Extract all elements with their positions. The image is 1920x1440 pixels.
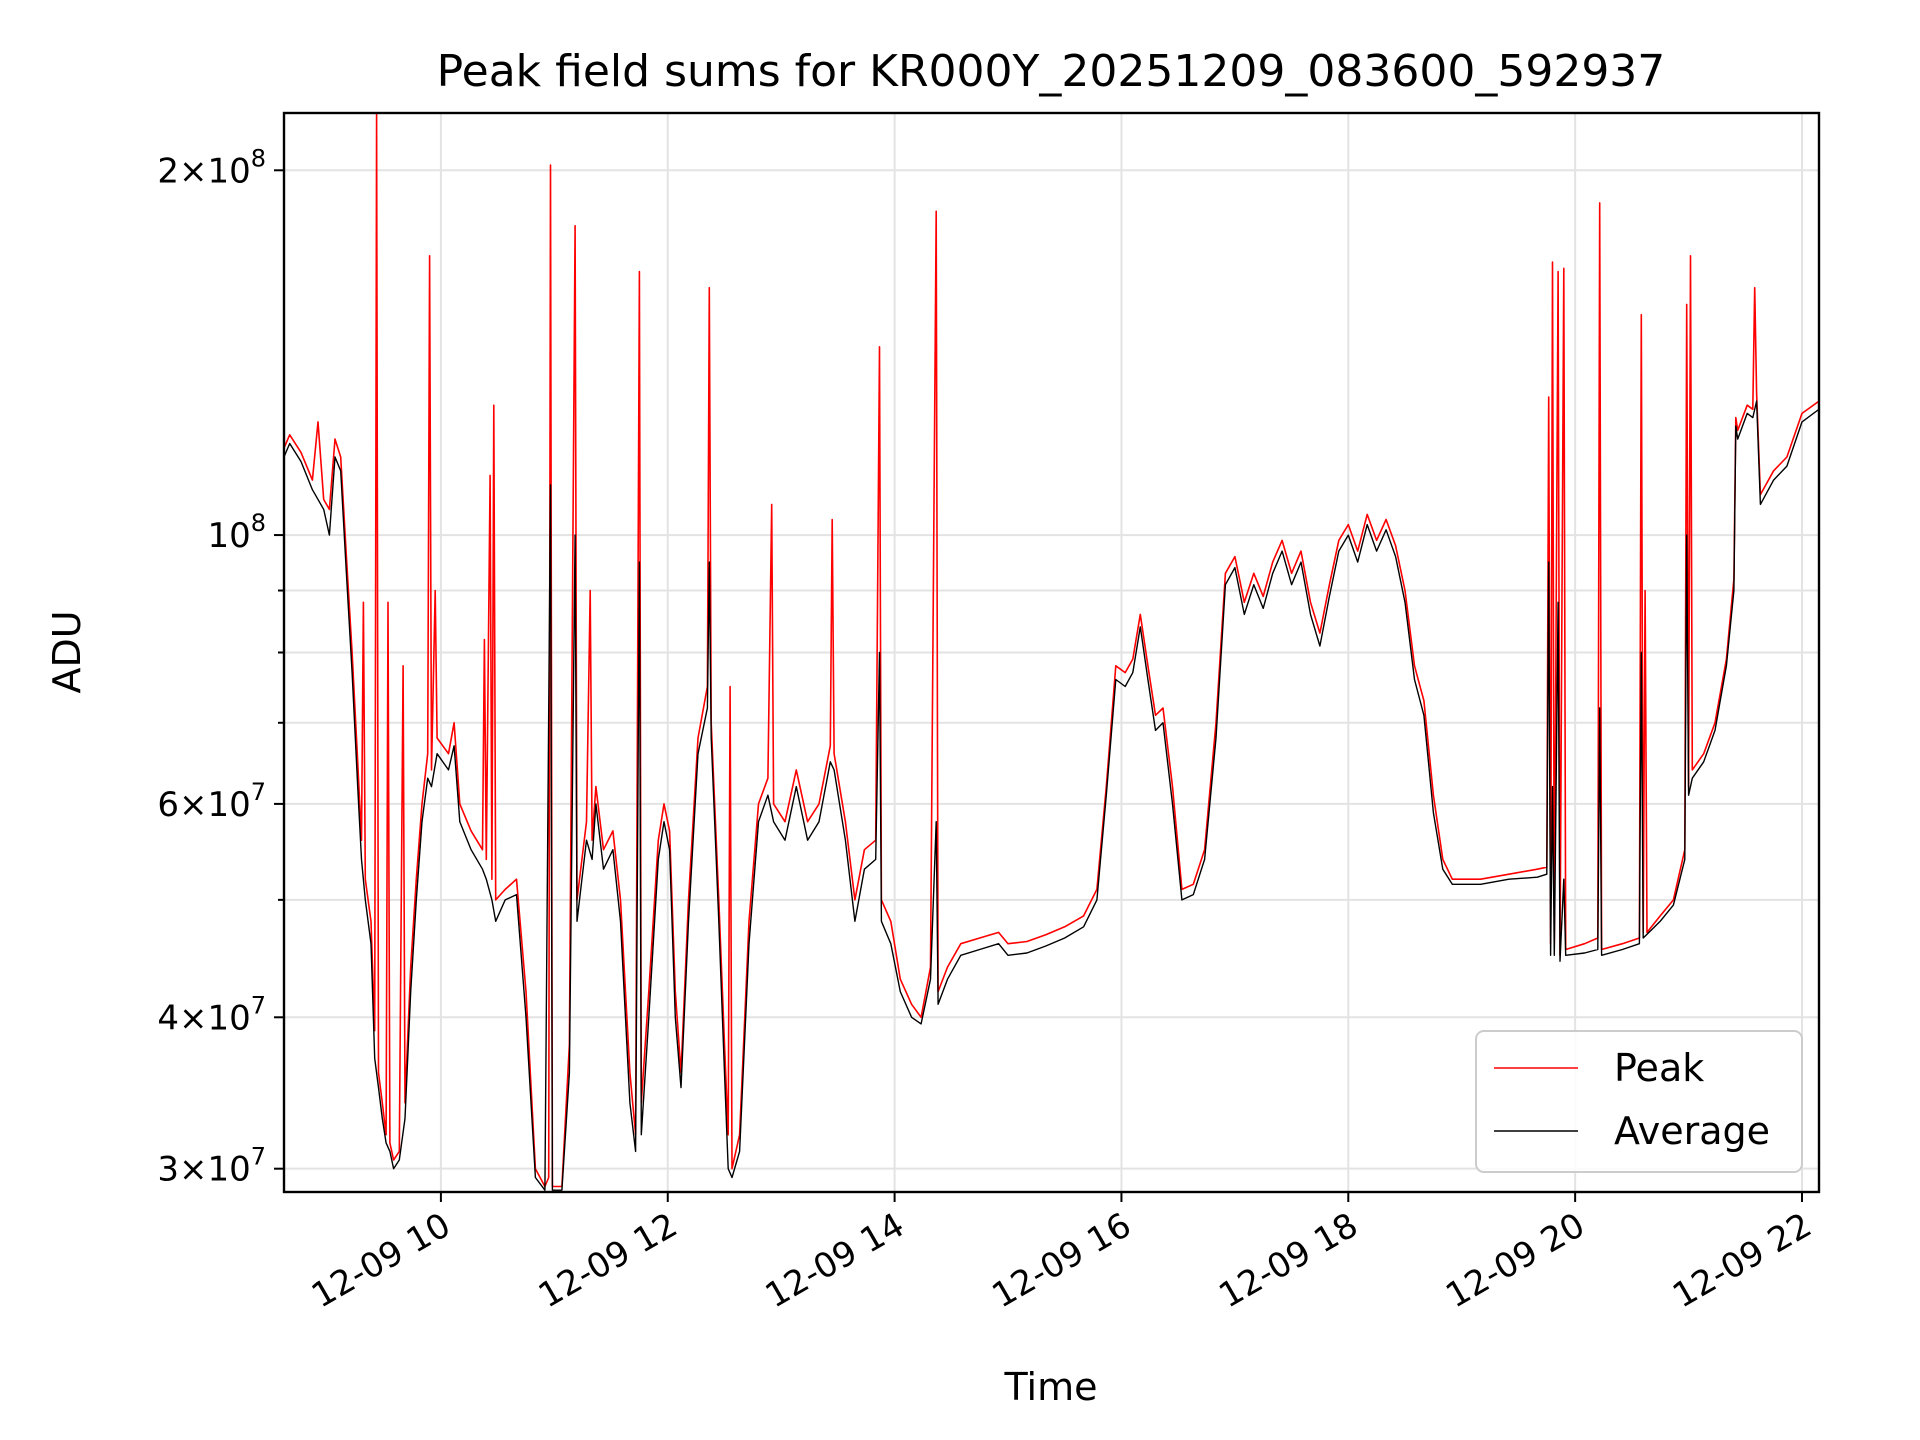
y-tick-label: 108: [207, 509, 266, 556]
x-axis: 12-09 10 12-09 12 12-09 14 12-09 16 12-09 18…: [305, 1192, 1818, 1316]
plot-area: [284, 113, 1819, 1191]
series-line-average: [284, 400, 1819, 1191]
x-tick-label: 12-09 20: [1439, 1205, 1591, 1316]
legend: Peak Average: [1475, 1030, 1803, 1173]
legend-label-peak: Peak: [1614, 1046, 1704, 1090]
x-tick-label: 12-09 14: [759, 1205, 911, 1316]
y-axis-label: ADU: [45, 610, 89, 693]
y-tick-label: 2×108: [157, 144, 266, 191]
legend-label-average: Average: [1614, 1109, 1770, 1153]
legend-box: [1475, 1030, 1803, 1173]
x-tick-label: 12-09 10: [305, 1205, 457, 1316]
chart-title: Peak field sums for KR000Y_20251209_0836…: [437, 46, 1666, 97]
x-tick-label: 12-09 16: [986, 1205, 1138, 1316]
x-tick-label: 12-09 22: [1666, 1205, 1818, 1316]
y-axis: 3×107 4×107 6×107 108 2×108: [157, 144, 284, 1190]
x-axis-label: Time: [1004, 1365, 1098, 1409]
y-tick-label: 3×107: [157, 1143, 266, 1190]
x-tick-label: 12-09 12: [532, 1205, 684, 1316]
x-tick-label: 12-09 18: [1212, 1205, 1364, 1316]
y-tick-label: 4×107: [157, 991, 266, 1038]
y-tick-label: 6×107: [157, 778, 266, 825]
series-line-peak: [284, 113, 1819, 1188]
